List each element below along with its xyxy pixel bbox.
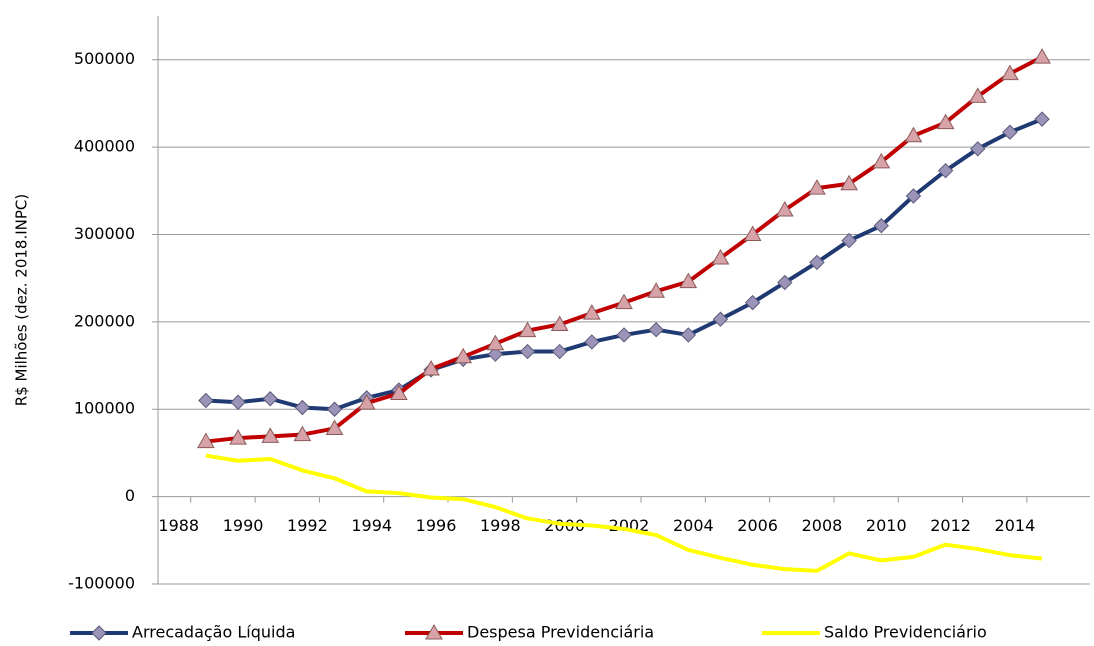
- point: [970, 141, 986, 157]
- x-tick-label: 1998: [480, 516, 521, 535]
- series-line: [205, 117, 1043, 412]
- point: [551, 343, 568, 360]
- point: [390, 384, 408, 401]
- point: [840, 174, 858, 191]
- point: [261, 427, 280, 443]
- legend-item: Arrecadação Líquida: [70, 623, 295, 642]
- x-tick-label: 2006: [737, 516, 778, 535]
- point: [616, 327, 632, 343]
- point: [872, 152, 891, 169]
- point: [326, 401, 343, 417]
- x-tick-label: 1990: [223, 516, 264, 535]
- y-tick-label: 400000: [74, 137, 135, 156]
- point: [230, 394, 246, 410]
- point: [293, 425, 312, 442]
- point: [357, 394, 376, 410]
- series: [197, 48, 1051, 449]
- point: [454, 347, 473, 364]
- x-tick-label: 2014: [995, 516, 1036, 535]
- point: [905, 188, 922, 204]
- y-tick-label: 500000: [74, 49, 135, 68]
- point: [229, 429, 247, 445]
- y-tick-label: 100000: [74, 399, 135, 418]
- point: [425, 623, 443, 640]
- x-tick-label: 2010: [866, 516, 907, 535]
- y-tick-label: 0: [125, 486, 135, 505]
- point: [197, 432, 215, 449]
- point: [584, 334, 600, 350]
- series-line: [205, 453, 1043, 573]
- point: [550, 315, 569, 331]
- y-tick-label: -100000: [68, 574, 135, 593]
- point: [1034, 111, 1050, 127]
- point: [1002, 124, 1018, 140]
- point: [937, 162, 954, 179]
- x-tick-label: 2004: [673, 516, 714, 535]
- legend-item: Despesa Previdenciária: [405, 623, 654, 642]
- x-tick-label: 1994: [351, 516, 392, 535]
- point: [743, 225, 762, 241]
- legend-label: Saldo Previdenciário: [824, 623, 987, 642]
- point: [744, 294, 761, 311]
- series-line: [205, 55, 1043, 444]
- point: [809, 254, 825, 271]
- point: [519, 343, 536, 360]
- point: [679, 272, 698, 289]
- y-tick-label: 200000: [74, 311, 135, 330]
- legend-label: Despesa Previdenciária: [467, 623, 654, 642]
- point: [294, 399, 311, 416]
- point: [91, 625, 107, 641]
- point: [198, 392, 214, 409]
- x-tick-label: 2008: [802, 516, 843, 535]
- point: [262, 391, 278, 407]
- x-tick-label: 1992: [287, 516, 328, 535]
- legend-label: Arrecadação Líquida: [132, 623, 295, 642]
- y-axis-label: R$ Milhões (dez. 2018.INPC): [13, 194, 31, 406]
- point: [775, 200, 794, 217]
- point: [518, 321, 537, 338]
- point: [615, 293, 633, 310]
- point: [777, 274, 793, 291]
- point: [680, 327, 697, 343]
- x-tick-label: 2012: [930, 516, 971, 535]
- x-tick-label: 1988: [158, 516, 199, 535]
- point: [582, 304, 601, 320]
- point: [1001, 64, 1019, 81]
- point: [647, 282, 666, 298]
- point: [648, 322, 664, 338]
- point: [841, 232, 857, 249]
- point: [487, 346, 504, 362]
- point: [711, 249, 730, 265]
- point: [325, 419, 344, 435]
- point: [422, 360, 440, 376]
- legend-item: Saldo Previdenciário: [762, 623, 987, 642]
- point: [904, 126, 923, 143]
- point: [936, 113, 955, 130]
- point: [1033, 48, 1051, 64]
- point: [486, 334, 505, 351]
- point: [808, 179, 826, 195]
- y-tick-label: 300000: [74, 224, 135, 243]
- series: [198, 111, 1050, 417]
- point: [873, 218, 889, 234]
- point: [968, 87, 987, 103]
- series: [205, 453, 1043, 573]
- point: [712, 311, 729, 327]
- x-tick-label: 1996: [416, 516, 457, 535]
